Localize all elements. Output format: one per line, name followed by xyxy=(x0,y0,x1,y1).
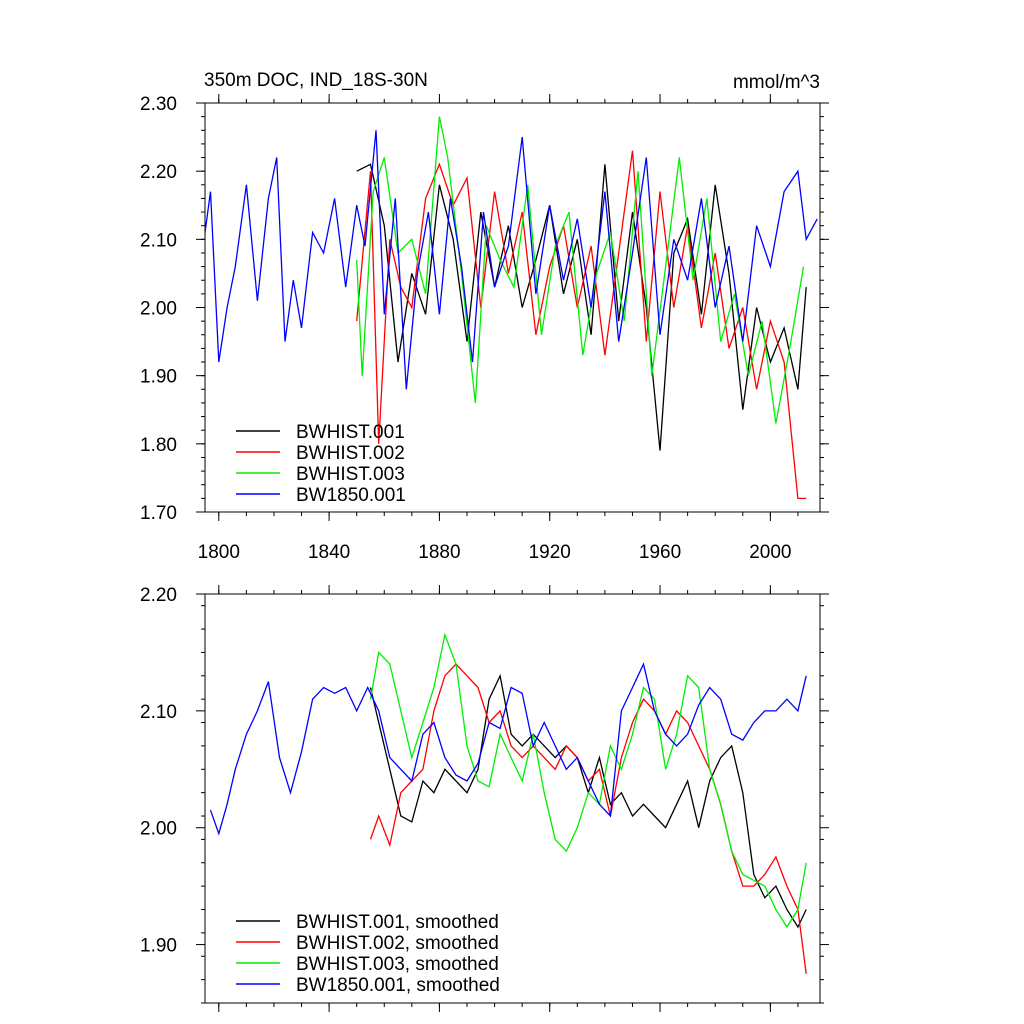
y-tick-label: 1.80 xyxy=(140,435,177,456)
x-tick-label: 1840 xyxy=(308,542,350,563)
series-line-bwhist-003 xyxy=(356,116,805,424)
series-line-bwhist-001-smoothed xyxy=(369,673,807,929)
series-line-bwhist-003-smoothed xyxy=(369,632,807,929)
legend-label: BWHIST.001, smoothed xyxy=(296,912,499,933)
legend-label: BWHIST.001 xyxy=(296,422,405,443)
series-line-bw1850-001-smoothed xyxy=(209,662,807,836)
x-tick-label: 1880 xyxy=(418,542,460,563)
legend-label: BWHIST.003 xyxy=(296,464,405,485)
legend-label: BWHIST.003, smoothed xyxy=(296,954,499,975)
legend-label: BW1850.001 xyxy=(296,485,406,506)
x-tick-label: 1960 xyxy=(639,542,681,563)
legend-label: BW1850.001, smoothed xyxy=(296,975,500,996)
series-line-bwhist-002 xyxy=(356,150,807,500)
y-tick-label: 1.90 xyxy=(140,367,177,388)
x-tick-label: 1800 xyxy=(198,542,240,563)
y-tick-label: 2.30 xyxy=(140,94,177,115)
series-line-bw1850-001 xyxy=(205,130,818,390)
x-tick-label: 2000 xyxy=(749,542,791,563)
y-tick-label: 2.00 xyxy=(140,299,177,320)
y-tick-label: 2.20 xyxy=(140,162,177,183)
y-tick-label: 2.10 xyxy=(140,230,177,251)
y-tick-label: 1.70 xyxy=(140,503,177,524)
x-tick-label: 1920 xyxy=(529,542,571,563)
units-label: mmol/m^3 xyxy=(733,72,820,93)
plot-frame xyxy=(204,593,821,1004)
legend-label: BWHIST.002, smoothed xyxy=(296,933,499,954)
bottom-panel: 1.90 2.00 2.10 2.20 xyxy=(140,585,829,1012)
y-tick-label: 2.20 xyxy=(140,585,177,606)
chart-title: 350m DOC, IND_18S-30N xyxy=(204,70,428,91)
legend-label: BWHIST.002 xyxy=(296,443,405,464)
y-tick-label: 2.00 xyxy=(140,819,177,840)
y-tick-label: 2.10 xyxy=(140,702,177,723)
y-tick-label: 1.90 xyxy=(140,936,177,957)
top-panel: 1800 1840 1880 1920 1960 2000 1.70 1.80 1.90 2.00… xyxy=(140,94,829,563)
